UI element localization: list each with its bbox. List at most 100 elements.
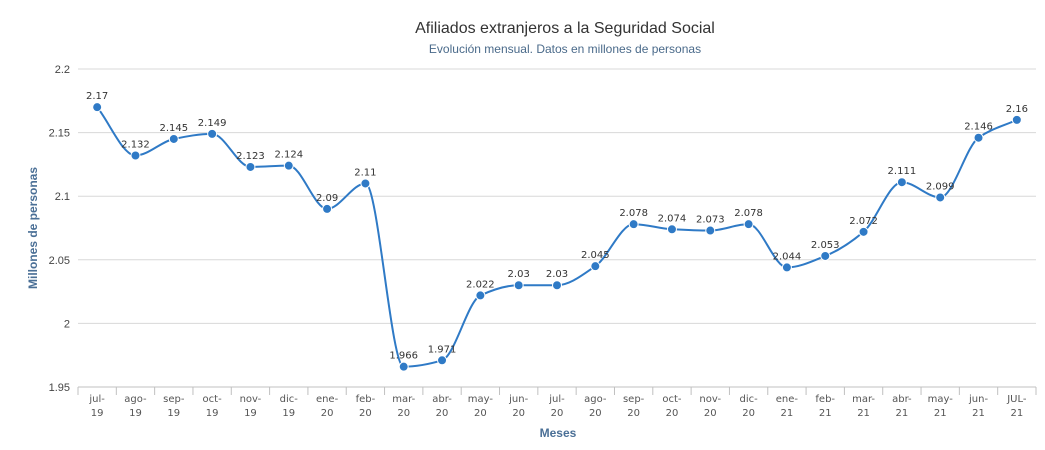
y-axis-title: Millones de personas (26, 167, 40, 289)
data-point[interactable] (628, 219, 639, 230)
x-tick-label: 19 (91, 408, 104, 419)
x-tick-label: abr- (892, 394, 912, 405)
x-tick-label: 19 (244, 408, 257, 419)
x-tick-label: dic- (280, 394, 299, 405)
x-axis: jul- 19 ago- 19 sep- 19 oct- 19 nov- 19 dic- 19 ene-… (77, 386, 1037, 419)
data-label: 2.11 (354, 167, 376, 178)
y-tick-label: 1.95 (49, 382, 70, 394)
x-tick-label: 20 (359, 408, 372, 419)
data-point[interactable] (705, 225, 716, 236)
data-label: 2.145 (159, 123, 188, 134)
data-label: 1.966 (389, 351, 418, 362)
data-point[interactable] (360, 178, 371, 189)
data-point[interactable] (513, 280, 524, 291)
x-tick-label: ago- (124, 394, 147, 405)
data-label: 2.124 (274, 150, 303, 161)
x-tick-label: nov- (699, 394, 721, 405)
x-tick-label: 21 (1010, 408, 1023, 419)
x-tick-label: 20 (321, 408, 334, 419)
data-point[interactable] (590, 261, 601, 272)
data-labels: 2.17 2.132 2.145 2.149 2.123 2.124 2.09 2.11 1.9… (86, 91, 1028, 361)
data-label: 2.146 (964, 122, 993, 133)
x-tick-label: 19 (206, 408, 219, 419)
data-point[interactable] (245, 161, 256, 172)
x-tick-label: 19 (129, 408, 142, 419)
data-label: 2.045 (581, 250, 610, 261)
x-tick-label: 20 (551, 408, 564, 419)
data-point[interactable] (475, 290, 486, 301)
chart-title: Afiliados extranjeros a la Seguridad Soc… (415, 20, 715, 37)
data-label: 2.09 (316, 193, 338, 204)
series-line (96, 106, 1018, 368)
x-tick-label: sep- (623, 394, 645, 405)
data-label: 2.078 (619, 208, 648, 219)
data-point[interactable] (92, 102, 103, 113)
x-tick-label: feb- (356, 394, 376, 405)
data-point[interactable] (666, 224, 677, 235)
y-tick-label: 2 (64, 318, 70, 330)
data-point[interactable] (130, 150, 141, 161)
x-tick-label: sep- (163, 394, 185, 405)
data-point[interactable] (437, 355, 448, 366)
x-tick-label: ago- (584, 394, 607, 405)
y-tick-label: 2.1 (55, 191, 70, 203)
data-point[interactable] (322, 203, 333, 214)
x-tick-label: dic- (739, 394, 758, 405)
x-tick-label: 20 (704, 408, 717, 419)
data-point[interactable] (896, 177, 907, 188)
data-label: 2.149 (198, 118, 227, 129)
data-label: 2.072 (849, 216, 878, 227)
data-label: 2.078 (734, 208, 763, 219)
x-tick-label: 20 (397, 408, 410, 419)
x-tick-label: 20 (589, 408, 602, 419)
data-label: 2.16 (1006, 104, 1028, 115)
x-tick-label: jul- (548, 394, 565, 405)
x-tick-label: nov- (240, 394, 262, 405)
x-tick-label: mar- (852, 394, 875, 405)
x-tick-label: 21 (857, 408, 870, 419)
data-label: 2.111 (888, 166, 917, 177)
data-point[interactable] (207, 128, 218, 139)
data-label: 2.053 (811, 240, 840, 251)
x-tick-label: oct- (203, 394, 223, 405)
x-tick-label: may- (928, 394, 954, 405)
chart-subtitle: Evolución mensual. Datos en millones de … (429, 42, 701, 56)
data-label: 1.971 (428, 344, 457, 355)
data-label: 2.044 (773, 251, 802, 262)
data-point[interactable] (858, 226, 869, 237)
x-tick-label: feb- (815, 394, 835, 405)
data-point[interactable] (168, 133, 179, 144)
data-point[interactable] (398, 361, 409, 372)
x-tick-label: 20 (436, 408, 449, 419)
series-layer (92, 102, 1022, 372)
data-point[interactable] (552, 280, 562, 291)
data-point[interactable] (781, 262, 792, 273)
x-tick-label: jun- (968, 394, 988, 405)
x-tick-label: abr- (432, 394, 452, 405)
data-point[interactable] (973, 132, 984, 143)
x-tick-label: 20 (474, 408, 487, 419)
gridlines (78, 68, 1036, 324)
x-axis-title: Meses (540, 426, 577, 440)
y-tick-label: 2.15 (49, 128, 70, 140)
data-point[interactable] (820, 250, 831, 261)
x-tick-label: JUL- (1006, 394, 1027, 405)
x-tick-label: ene- (316, 394, 339, 405)
x-tick-label: 20 (666, 408, 679, 419)
x-tick-label: jul- (88, 394, 105, 405)
data-point[interactable] (743, 219, 754, 230)
data-point[interactable] (935, 192, 946, 203)
data-label: 2.123 (236, 151, 265, 162)
data-label: 2.074 (658, 213, 687, 224)
data-point[interactable] (1011, 114, 1022, 125)
x-tick-label: 21 (972, 408, 985, 419)
x-tick-label: 21 (896, 408, 909, 419)
data-label: 2.17 (86, 91, 108, 102)
x-tick-label: oct- (662, 394, 682, 405)
data-point[interactable] (283, 160, 294, 171)
data-label: 2.03 (508, 269, 530, 280)
x-tick-label: 19 (167, 408, 180, 419)
x-tick-label: 21 (934, 408, 947, 419)
x-tick-label: jun- (508, 394, 528, 405)
